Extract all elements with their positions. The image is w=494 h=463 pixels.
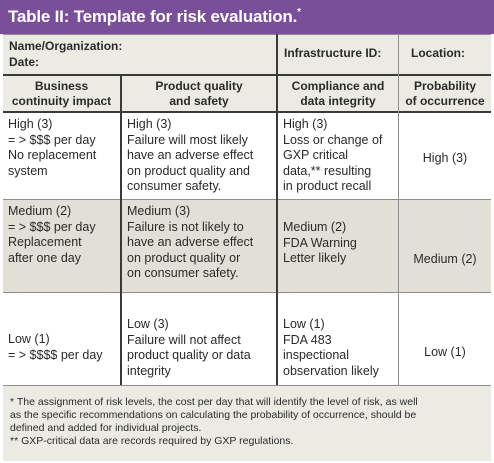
rule-col2 [276,34,278,385]
row-band-high [3,113,491,199]
cell-product-high: High (3) Failure will most likely have a… [127,117,254,194]
rule-col3 [398,34,399,385]
table-title-bar: Table II: Template for risk evaluation.* [0,0,494,34]
cell-compliance-high: High (3) Loss or change of GXP critical … [283,117,383,194]
cell-probability-medium: Medium (2) [413,252,477,266]
info-row: Name/Organization: Date: Infrastructure … [3,34,491,74]
rule-row1-bottom [3,199,491,200]
row-band-medium [3,200,491,292]
cell-business-high: High (3) = > $$$ per day No replacement … [8,117,97,178]
footnote-line: * The assignment of risk levels, the cos… [10,396,418,408]
date-label: Date: [9,55,40,69]
rule-row3-bottom [3,385,491,386]
header-business-continuity: Business continuity impact [11,79,112,108]
footnote-line: ** GXP-critical data are records require… [10,435,294,447]
row-band-low [3,293,491,385]
cell-probability-high: High (3) [422,151,468,165]
footnote-line: defined and added for individual project… [10,422,202,434]
header-compliance: Compliance and data integrity [291,79,385,108]
rule-top [3,34,491,35]
cell-business-low: Low (1) = > $$$$ per day [8,332,103,362]
rule-col1 [120,76,122,385]
cell-business-medium: Medium (2) = > $$$ per day Replacement a… [8,204,96,265]
header-product-quality: Product quality and safety [155,79,243,108]
rule-info-bottom [3,74,491,76]
name-organization-label: Name/Organization: [9,39,123,53]
infrastructure-id-label: Infrastructure ID: [284,46,382,60]
footnote-line: as the specific recommendations on calcu… [10,409,417,421]
location-label: Location: [411,46,465,60]
cell-product-low: Low (3) Failure will not affect product … [127,317,251,378]
rule-row2-bottom [3,292,491,293]
header-probability: Probability of occurrence [405,79,485,108]
table-sheet: Name/Organization: Date: Infrastructure … [3,34,491,461]
cell-compliance-low: Low (1) FDA 483 inspectional observation… [283,317,379,378]
table-title: Table II: Template for risk evaluation. [8,7,298,26]
title-footnote-mark: * [297,7,301,18]
cell-compliance-medium: Medium (2) FDA Warning Letter likely [283,220,357,266]
info-name-date: Name/Organization: Date: [9,38,122,70]
cell-product-medium: Medium (3) Failure is not likely to have… [127,204,254,281]
cell-probability-low: Low (1) [424,345,466,359]
rule-header-bottom [3,111,491,113]
footnotes: * The assignment of risk levels, the cos… [10,396,418,448]
